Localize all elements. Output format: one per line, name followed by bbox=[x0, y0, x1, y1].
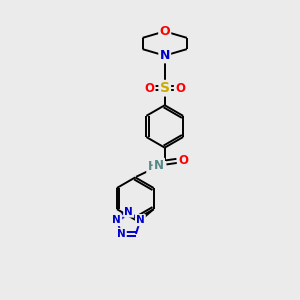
Text: N: N bbox=[154, 159, 164, 172]
Text: N: N bbox=[136, 215, 145, 225]
Text: O: O bbox=[159, 25, 170, 38]
Text: N: N bbox=[160, 49, 170, 62]
Text: N: N bbox=[117, 229, 126, 239]
Text: H: H bbox=[147, 160, 157, 173]
Text: O: O bbox=[144, 82, 154, 95]
Text: S: S bbox=[160, 81, 170, 95]
Text: O: O bbox=[175, 82, 185, 95]
Text: N: N bbox=[124, 206, 133, 217]
Text: N: N bbox=[112, 215, 121, 225]
Text: O: O bbox=[178, 154, 188, 167]
